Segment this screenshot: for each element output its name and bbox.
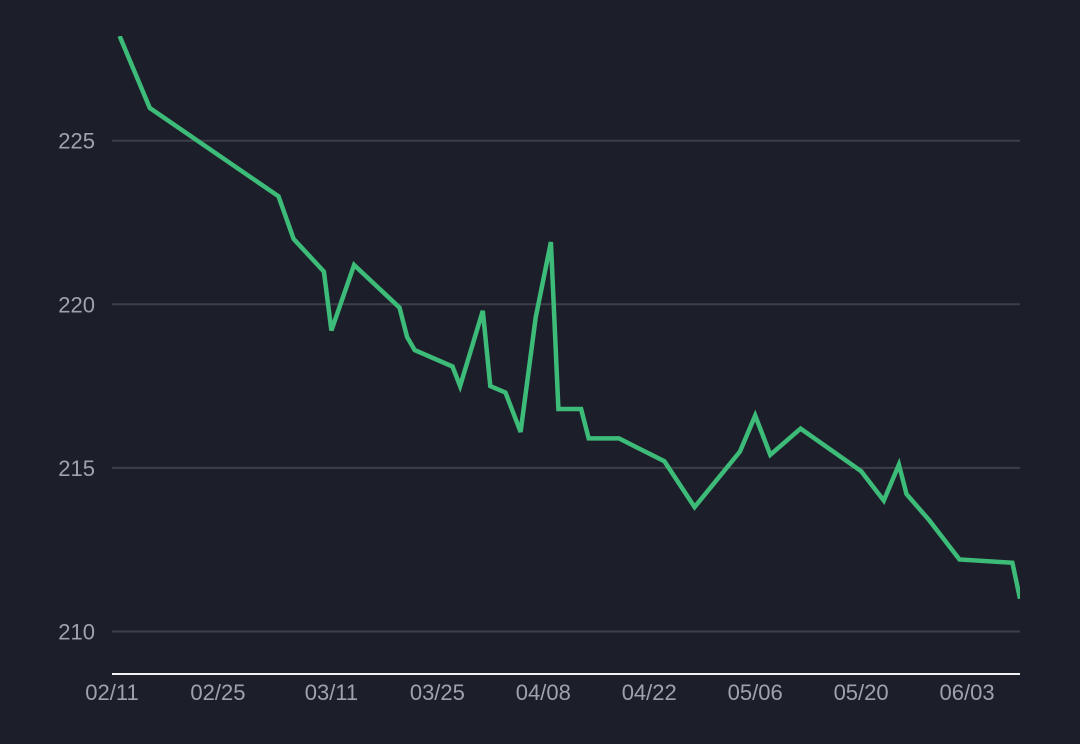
series-layer [117,36,1020,600]
x-tick-label-03-25: 03/25 [410,680,465,705]
gridlines [112,139,1020,633]
x-axis-tick-labels: 02/11 02/25 03/11 03/25 04/08 04/22 05/06 05/20… [85,680,994,705]
y-tick-label-210: 210 [58,619,95,644]
y-tick-label-225: 225 [58,129,95,154]
x-tick-label-05-20: 05/20 [834,680,889,705]
x-tick-label-02-11: 02/11 [85,680,138,705]
x-tick-label-06-03: 06/03 [940,680,995,705]
series-line-0 [117,36,1020,600]
x-tick-label-03-11: 03/11 [305,680,358,705]
x-tick-label-02-25: 02/25 [190,680,245,705]
y-tick-label-215: 215 [58,456,95,481]
x-tick-label-05-06: 05/06 [728,680,783,705]
x-tick-label-04-08: 04/08 [516,680,571,705]
y-axis-tick-labels: 210 215 220 225 [58,129,95,645]
y-tick-label-220: 220 [58,292,95,317]
x-tick-label-04-22: 04/22 [622,680,677,705]
